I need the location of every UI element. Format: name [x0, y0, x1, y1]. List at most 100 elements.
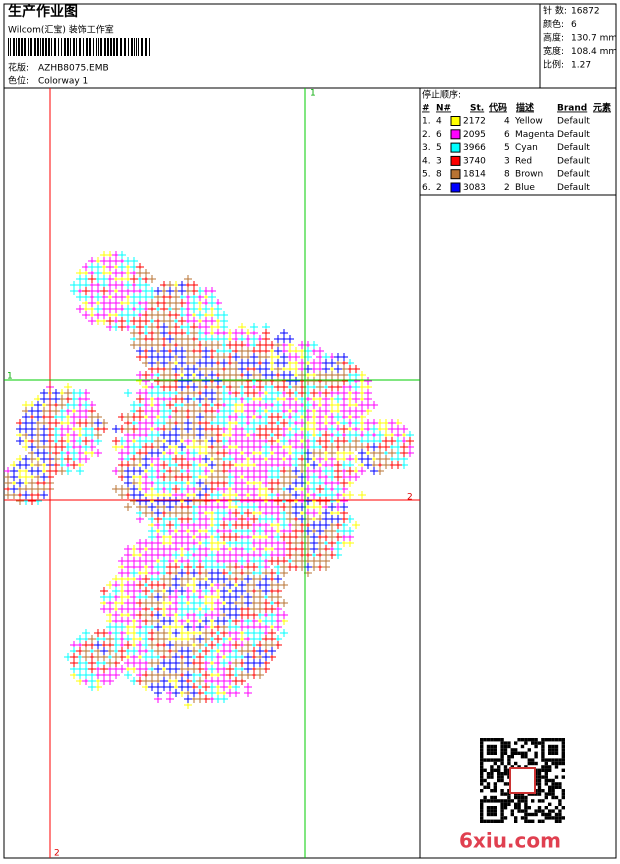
- subtitle: Wilcom(汇宝) 装饰工作室: [8, 24, 114, 36]
- row-description: Red: [515, 156, 532, 166]
- qr-module: [541, 819, 545, 823]
- qr-module: [480, 816, 484, 820]
- qr-module: [503, 744, 508, 749]
- qr-module: [490, 799, 494, 803]
- qr-module: [551, 748, 555, 752]
- qr-module: [500, 758, 504, 762]
- qr-module: [537, 785, 542, 789]
- qr-module: [507, 755, 511, 759]
- bar: [110, 38, 112, 56]
- qr-module: [486, 782, 491, 786]
- row-stitches: 3966: [463, 143, 486, 153]
- qr-module: [554, 785, 559, 789]
- qr-module: [517, 802, 521, 806]
- qr-module: [483, 785, 487, 789]
- qr-module: [500, 816, 504, 820]
- row-code: 8: [504, 170, 510, 180]
- info-value: 6: [571, 20, 577, 30]
- row-brand: Default: [557, 156, 590, 166]
- qr-module: [486, 812, 491, 817]
- qr-module: [554, 782, 559, 786]
- qr-module: [503, 768, 508, 772]
- info-value: 108.4 mm: [571, 47, 617, 57]
- bar: [10, 38, 11, 56]
- bar: [116, 38, 118, 56]
- qr-module: [561, 748, 565, 752]
- qr-module: [486, 751, 491, 755]
- bar: [145, 38, 147, 56]
- qr-module: [541, 744, 545, 749]
- row-needle: 5: [436, 143, 442, 153]
- qr-module: [514, 816, 518, 820]
- bar: [61, 38, 62, 56]
- qr-module: [561, 775, 565, 779]
- qr-module: [531, 792, 535, 796]
- qr-module: [537, 775, 542, 779]
- qr-module: [493, 799, 497, 803]
- qr-module: [561, 738, 565, 742]
- bar: [138, 38, 139, 56]
- qr-module: [541, 789, 545, 793]
- qr-module: [524, 751, 528, 755]
- qr-module: [554, 738, 559, 742]
- stitch-layer: [4, 251, 414, 703]
- qr-module: [524, 765, 528, 769]
- info-label: 宽度:: [543, 45, 564, 57]
- qr-module: [534, 792, 538, 796]
- qr-module: [500, 744, 504, 749]
- qr-module: [507, 768, 511, 772]
- row-needle: 4: [436, 117, 442, 127]
- bar: [79, 38, 81, 56]
- bar: [128, 38, 129, 56]
- qr-module: [520, 751, 525, 755]
- qr-module: [507, 758, 511, 762]
- qr-module: [486, 785, 491, 789]
- qr-module: [514, 761, 518, 766]
- qr-module: [527, 819, 531, 823]
- qr-module: [558, 819, 562, 823]
- qr-module: [480, 778, 484, 783]
- qr-module: [534, 738, 538, 742]
- column-header: Brand: [557, 104, 587, 114]
- info-label: 针 数:: [543, 5, 567, 17]
- row-stitches: 3740: [463, 156, 486, 166]
- qr-module: [507, 741, 511, 745]
- bar: [93, 38, 94, 56]
- qr-module: [531, 812, 535, 817]
- qr-module: [507, 802, 511, 806]
- qr-module: [558, 758, 562, 762]
- qr-module: [554, 775, 559, 779]
- qr-module: [493, 748, 497, 752]
- qr-module: [554, 795, 559, 800]
- qr-module: [531, 761, 535, 766]
- qr-module: [480, 751, 484, 755]
- qr-module: [497, 758, 501, 762]
- embroidery-preview: [4, 251, 414, 709]
- qr-module: [514, 802, 518, 806]
- qr-module: [554, 806, 559, 810]
- qr-module: [537, 792, 542, 796]
- qr-module: [548, 765, 552, 769]
- qr-module: [527, 806, 531, 810]
- qr-module: [548, 751, 552, 755]
- bar: [136, 38, 137, 56]
- qr-module: [500, 775, 504, 779]
- qr-module: [490, 819, 494, 823]
- row-code: 6: [504, 130, 510, 140]
- qr-module: [558, 812, 562, 817]
- qr-module: [561, 761, 565, 766]
- qr-module: [510, 751, 514, 755]
- qr-module: [514, 741, 518, 745]
- row-description: Cyan: [515, 143, 538, 153]
- row-description: Yellow: [514, 117, 543, 127]
- qr-module: [490, 738, 494, 742]
- row-needle: 2: [436, 183, 442, 193]
- bar: [21, 38, 23, 56]
- bar: [73, 38, 75, 56]
- qr-module: [514, 748, 518, 752]
- qr-module: [500, 741, 504, 745]
- qr-module: [490, 765, 494, 769]
- qr-module: [503, 816, 508, 820]
- qr-module: [561, 755, 565, 759]
- color-swatch: [450, 129, 461, 140]
